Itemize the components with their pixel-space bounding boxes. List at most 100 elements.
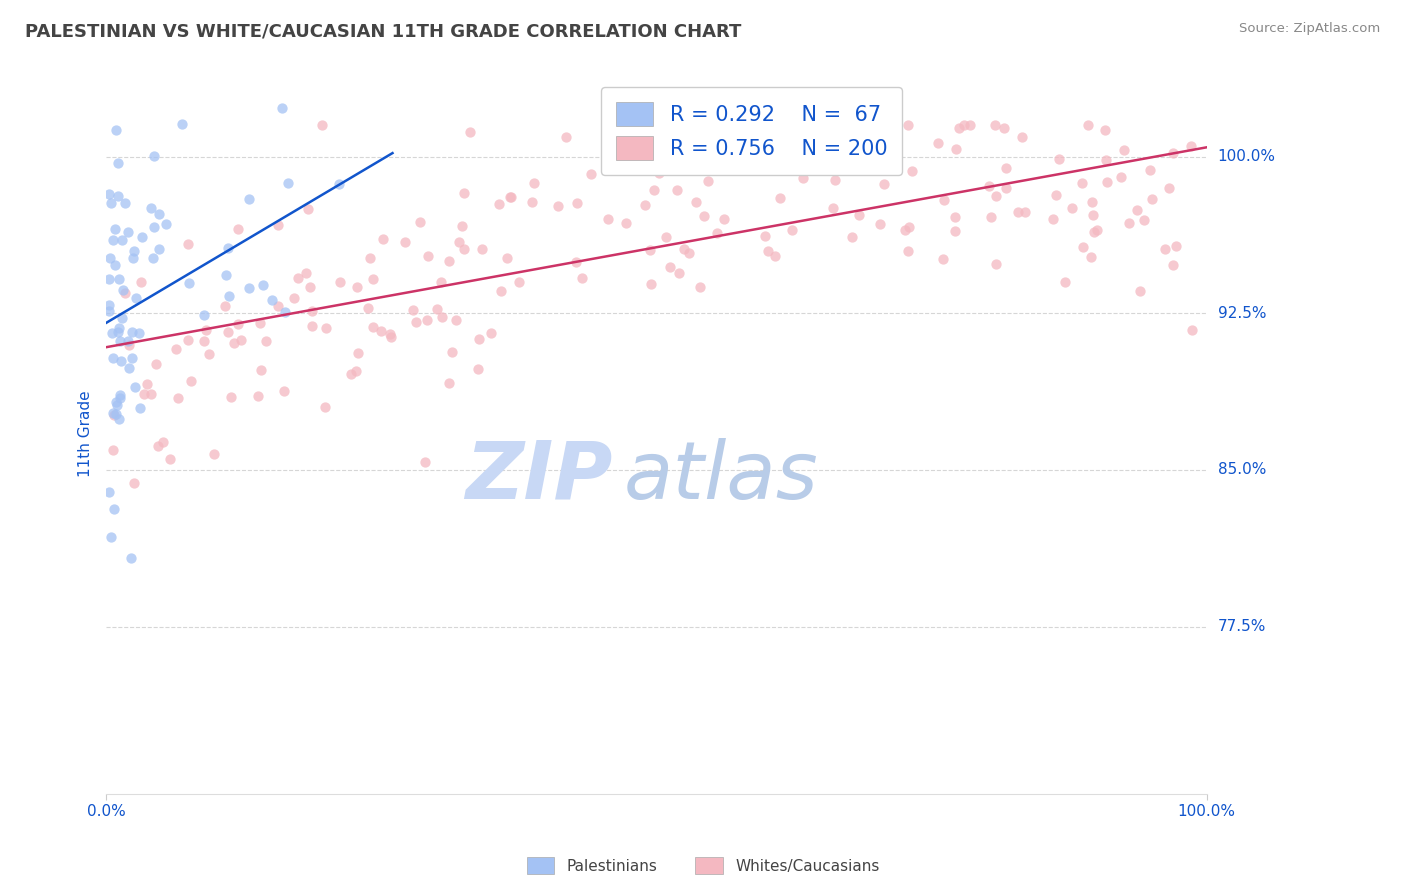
Text: Source: ZipAtlas.com: Source: ZipAtlas.com [1240,22,1381,36]
Point [994,161,1017,175]
Point [1112,143,1135,157]
Point [841,229,863,244]
Point [359,251,381,265]
Point [136,377,159,392]
Point [217,325,239,339]
Point [993,121,1015,136]
Point [122,251,145,265]
Point [152,434,174,449]
Point [198,347,221,361]
Point [1157,181,1180,195]
Point [643,183,665,197]
Point [131,230,153,244]
Point [792,118,814,132]
Point [661,118,683,132]
Point [215,268,238,282]
Point [329,275,352,289]
Point [100,252,122,266]
Point [571,271,593,285]
Point [499,189,522,203]
Point [252,278,274,293]
Point [689,280,711,294]
Point [238,281,260,295]
Point [274,305,297,319]
Point [122,244,145,258]
Point [103,408,125,422]
Point [315,320,337,334]
Point [413,455,436,469]
Text: 85.0%: 85.0% [1218,462,1265,477]
Point [1094,123,1116,137]
Point [380,330,402,344]
Point [1126,203,1149,218]
Point [1007,204,1029,219]
Point [547,199,569,213]
Point [658,260,681,274]
Point [754,229,776,244]
Point [328,177,350,191]
Point [792,170,814,185]
Point [638,243,661,257]
Point [520,195,543,210]
Point [897,118,920,132]
Point [110,353,132,368]
Point [193,308,215,322]
Point [346,280,368,294]
Point [297,202,319,217]
Point [267,218,290,232]
Point [554,130,576,145]
Point [254,334,277,348]
Point [222,335,245,350]
Point [932,252,955,266]
Point [129,275,152,289]
Point [1083,208,1105,222]
Point [98,304,121,318]
Text: atlas: atlas [623,438,818,516]
Point [900,163,922,178]
Point [105,398,128,412]
Point [1014,205,1036,219]
Point [1109,169,1132,184]
Point [451,219,474,233]
Point [821,202,844,216]
Point [340,367,363,381]
Point [134,386,156,401]
Point [380,327,402,342]
Point [453,186,475,200]
Point [111,311,134,326]
Point [1083,225,1105,239]
Point [165,342,187,356]
Point [107,325,129,339]
Point [747,152,769,166]
Point [141,387,163,401]
Point [1163,258,1185,272]
Point [897,244,920,258]
Point [267,299,290,313]
Point [648,166,671,180]
Point [875,135,897,149]
Point [124,380,146,394]
Point [124,476,146,491]
Point [238,192,260,206]
Y-axis label: 11th Grade: 11th Grade [79,390,93,476]
Point [927,136,949,150]
Point [565,255,588,269]
Point [471,243,494,257]
Point [1181,323,1204,337]
Point [565,196,588,211]
Point [1095,175,1118,189]
Point [806,118,828,132]
Point [1071,240,1094,254]
Point [894,223,917,237]
Point [125,291,148,305]
Point [108,411,131,425]
Point [980,210,1002,224]
Point [439,254,461,268]
Point [824,173,846,187]
Text: 77.5%: 77.5% [1218,619,1265,634]
Point [1077,118,1099,132]
Point [118,338,141,352]
Point [111,233,134,247]
Point [301,304,323,318]
Point [97,484,120,499]
